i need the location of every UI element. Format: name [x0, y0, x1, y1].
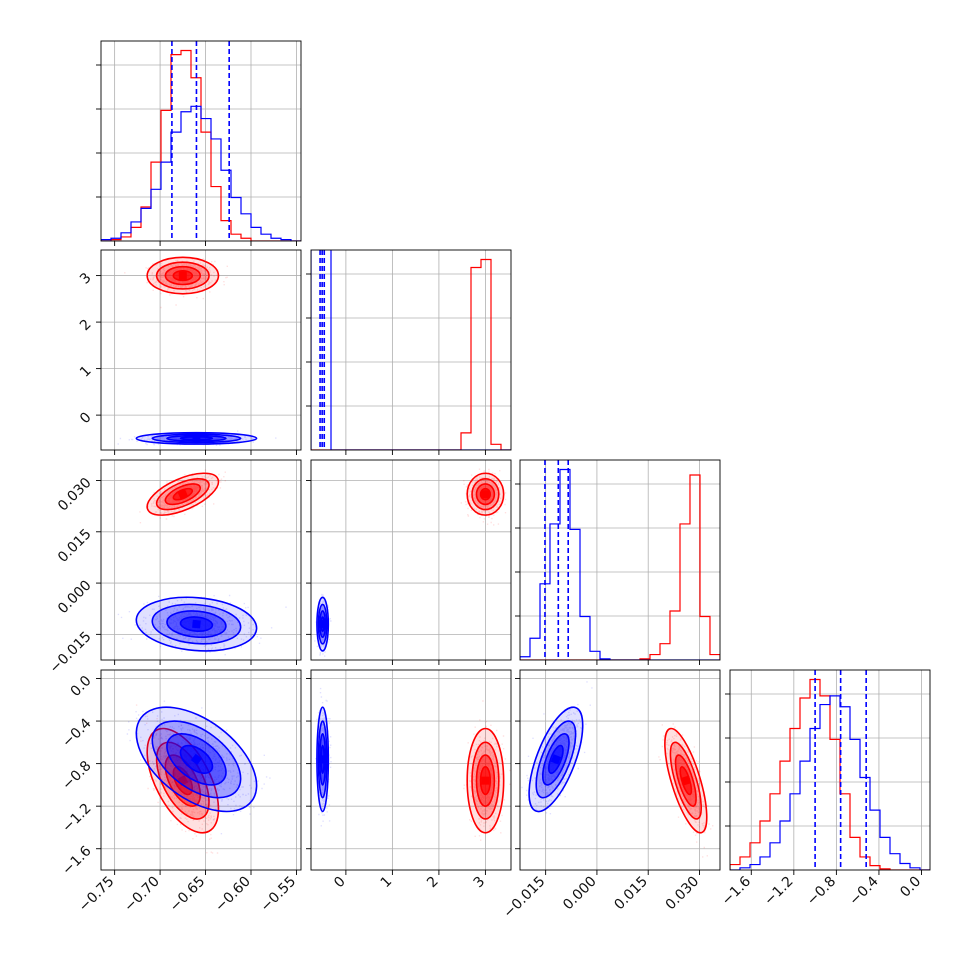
y-tick-label: −1.6 [59, 843, 94, 878]
y-tick-label: 2 [77, 316, 95, 334]
scatter-points [135, 704, 221, 854]
density-red [124, 256, 228, 309]
density-red [139, 469, 226, 524]
panel-content [311, 250, 511, 450]
panel-content [117, 469, 287, 660]
panel-p4-vs-p3: −0.015 0.000 0.015 0.030 [501, 669, 721, 922]
histogram-blue [730, 695, 930, 870]
grid [101, 460, 301, 660]
density-red [460, 468, 507, 526]
histogram-blue [311, 250, 511, 450]
x-tick-label: 0 [331, 874, 349, 892]
histogram-blue [101, 105, 301, 241]
panel-content [126, 700, 271, 854]
y-tick-label: 0.000 [55, 577, 95, 617]
density-peak [481, 490, 490, 499]
y-tick-label: 3 [77, 270, 95, 288]
x-tick-label: 1 [378, 874, 396, 892]
density-red [658, 723, 714, 858]
density-peak [481, 776, 490, 785]
density-peak [192, 434, 201, 443]
x-tick-label: −0.015 [501, 874, 549, 922]
panel-p2-vs-p1: 0 1 2 3 [77, 249, 302, 455]
grid [311, 460, 511, 660]
grid [520, 670, 720, 870]
panel-p1-vs-p1 [96, 40, 302, 246]
x-tick-label: −1.6 [719, 873, 754, 908]
density-blue [521, 681, 593, 815]
density-peak [177, 488, 189, 500]
density-blue [314, 593, 332, 657]
axes-frame [100, 40, 302, 242]
density-red [463, 700, 511, 841]
y-tick-label: 0 [77, 409, 95, 427]
axes-frame [519, 669, 721, 871]
axes-frame [100, 459, 302, 661]
panel-content [730, 670, 930, 870]
y-tick-label: −0.015 [47, 629, 95, 677]
histogram-red [730, 678, 930, 870]
grid [311, 250, 511, 450]
axes-frame [100, 249, 302, 451]
axes-frame [310, 249, 512, 451]
x-tick-label: 0.000 [560, 874, 600, 914]
x-tick-label: −0.4 [846, 873, 881, 908]
density-peak [680, 775, 691, 786]
y-tick-label: 0.015 [55, 526, 95, 566]
x-tick-label: −0.55 [258, 874, 300, 916]
axes-frame [310, 669, 512, 871]
panel-content [117, 256, 277, 446]
panel-content [520, 460, 720, 660]
density-peak [550, 754, 562, 765]
density-blue [117, 594, 287, 660]
panel-content [314, 468, 507, 657]
histogram-red [520, 474, 720, 660]
y-tick-label: 1 [77, 363, 95, 381]
grid [101, 41, 301, 241]
x-tick-label: −0.60 [212, 874, 254, 916]
panel-p4-vs-p2: 0 1 2 3 [306, 669, 512, 892]
panel-p3-vs-p2 [306, 459, 512, 665]
histogram-red [311, 258, 511, 450]
panel-content [101, 41, 301, 241]
x-tick-label: −0.70 [121, 874, 163, 916]
y-tick-label: −0.4 [59, 715, 94, 750]
x-tick-label: −0.8 [804, 874, 839, 909]
panel-p2-vs-p2 [306, 249, 512, 455]
panel-content [521, 681, 714, 858]
density-peak [178, 271, 187, 280]
density-peak [318, 755, 327, 764]
y-tick-label: 0.030 [55, 475, 95, 515]
density-peak [318, 620, 327, 629]
density-blue [117, 430, 277, 446]
axes-frame [729, 669, 931, 871]
panel-p3-vs-p1: −0.015 0.000 0.015 0.030 [47, 459, 302, 677]
density-peak [190, 753, 203, 765]
x-tick-label: −0.65 [167, 874, 209, 916]
panel-p3-vs-p3 [515, 459, 721, 665]
y-tick-label: 0.0 [68, 673, 95, 700]
density-peak [192, 619, 201, 629]
density-blue [126, 700, 271, 835]
axes-frame [310, 459, 512, 661]
panel-content [315, 687, 511, 841]
panel-p4-vs-p1: −0.75 −0.70 −0.65 −0.60 −0.55 −1.6 −1.2 −0.8 −0.… [59, 669, 302, 916]
x-tick-label: 2 [424, 874, 442, 892]
panel-p4-vs-p4: −1.6 −1.2 −0.8 −0.4 0.0 [719, 669, 931, 909]
x-tick-label: 0.030 [663, 874, 703, 914]
x-tick-label: 3 [471, 874, 489, 892]
x-tick-label: −1.2 [761, 874, 796, 909]
scatter-points [124, 256, 228, 309]
density-blue [315, 687, 332, 827]
y-tick-label: −1.2 [59, 801, 94, 836]
x-tick-label: 0.0 [897, 874, 924, 901]
x-tick-label: −0.75 [76, 874, 118, 916]
histogram-blue [520, 468, 720, 660]
x-tick-label: 0.015 [611, 874, 651, 914]
y-tick-label: −0.8 [59, 758, 94, 793]
axes-frame [519, 459, 721, 661]
axes-frame [100, 669, 302, 871]
histogram-red [101, 49, 301, 241]
